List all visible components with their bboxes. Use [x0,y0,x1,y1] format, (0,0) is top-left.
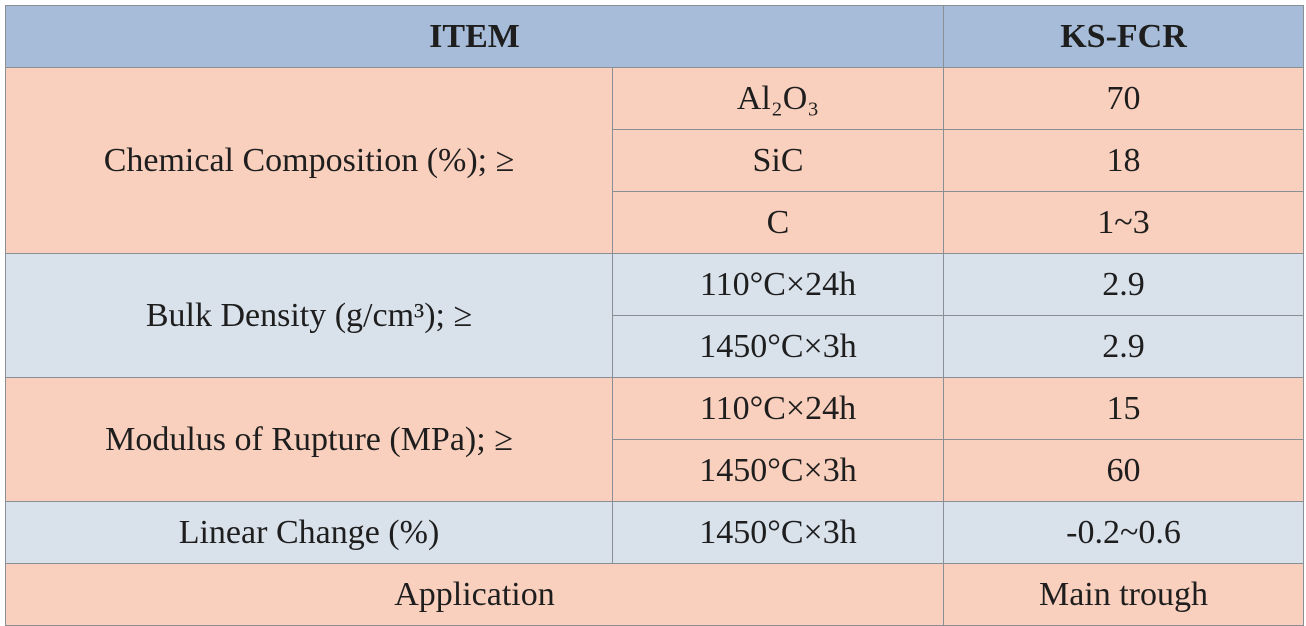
application-value: Main trough [943,563,1304,626]
condition: Al₂O₃ [612,67,944,130]
group-label: Chemical Composition (%); ≥ [5,67,613,254]
condition: 110°C×24h [612,377,944,440]
condition: 1450°C×3h [612,439,944,502]
header-cell: ITEM [5,5,944,68]
value: -0.2~0.6 [943,501,1304,564]
condition: C [612,191,944,254]
spec-table: ITEM KS-FCR Chemical Composition (%); ≥ … [5,5,1304,626]
row: Modulus of Rupture (MPa); ≥ 110°C×24h 15 [5,377,1304,502]
condition: 110°C×24h [612,253,944,316]
group-label: Bulk Density (g/cm³); ≥ [5,253,613,378]
group-label: Modulus of Rupture (MPa); ≥ [5,377,613,502]
value: 2.9 [943,315,1304,378]
header-row: ITEM KS-FCR [5,5,1304,68]
value: 1~3 [943,191,1304,254]
condition: SiC [612,129,944,192]
row: Chemical Composition (%); ≥ Al₂O₃ 70 [5,67,1304,254]
application-label: Application [5,563,944,626]
row: Application Main trough [5,563,1304,626]
value: 60 [943,439,1304,502]
header-cell: KS-FCR [943,5,1304,68]
row: Bulk Density (g/cm³); ≥ 110°C×24h 2.9 [5,253,1304,378]
row: Linear Change (%) 1450°C×3h -0.2~0.6 [5,501,1304,564]
condition: 1450°C×3h [612,315,944,378]
group-label: Linear Change (%) [5,501,613,564]
value: 18 [943,129,1304,192]
condition: 1450°C×3h [612,501,944,564]
value: 2.9 [943,253,1304,316]
value: 15 [943,377,1304,440]
value: 70 [943,67,1304,130]
